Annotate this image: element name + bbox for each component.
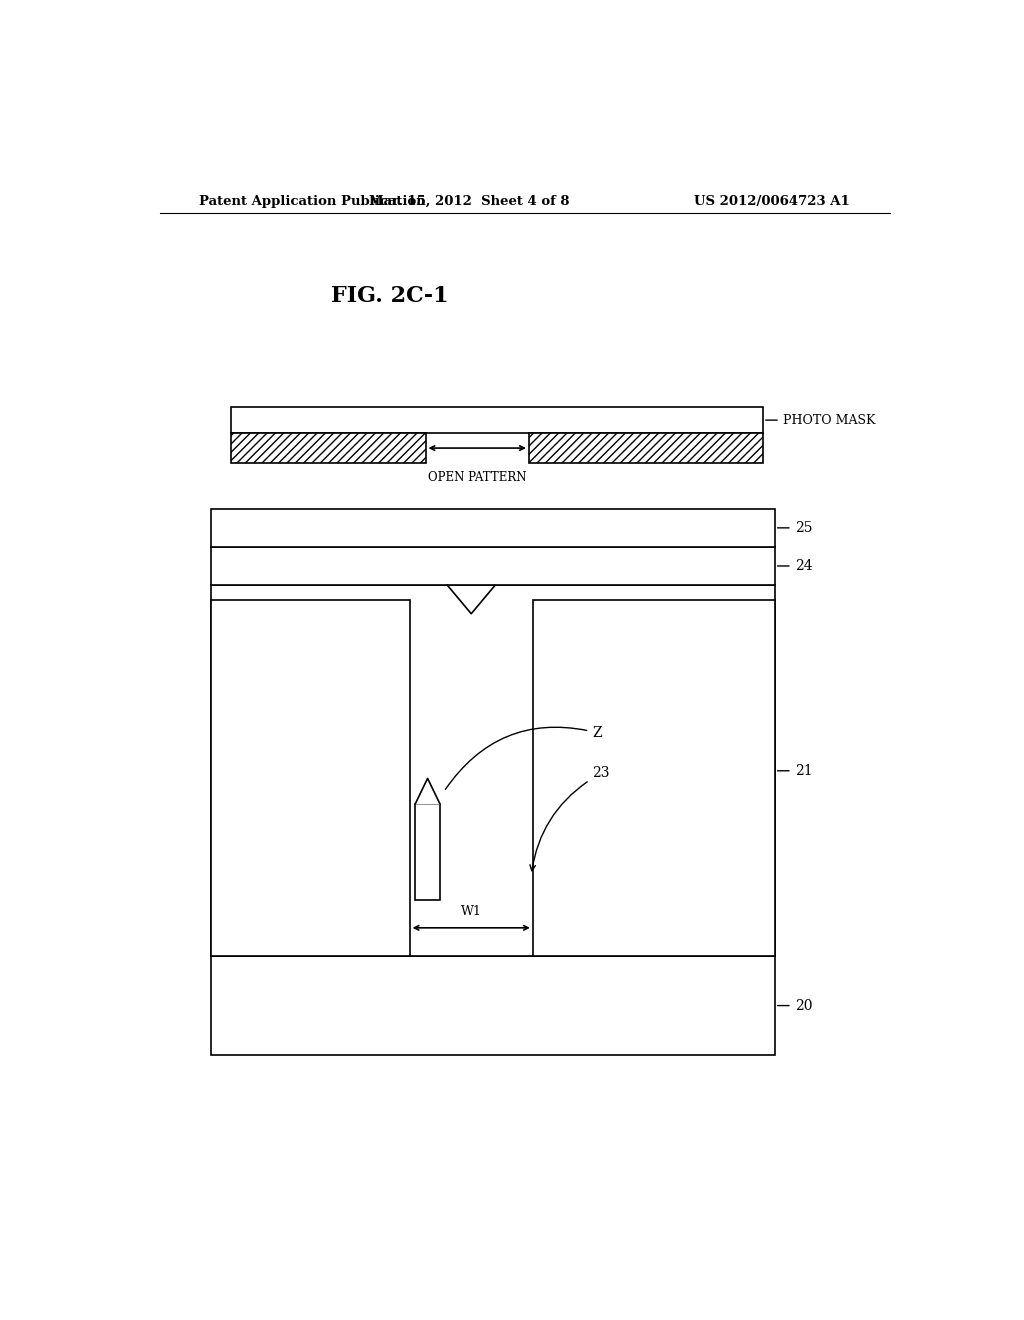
Text: US 2012/0064723 A1: US 2012/0064723 A1: [694, 194, 850, 207]
Bar: [211, 601, 410, 956]
Text: PHOTO MASK: PHOTO MASK: [766, 413, 876, 426]
Bar: [211, 956, 775, 1055]
Text: 21: 21: [777, 764, 812, 777]
Bar: [528, 433, 763, 463]
Text: Mar. 15, 2012  Sheet 4 of 8: Mar. 15, 2012 Sheet 4 of 8: [369, 194, 569, 207]
Text: 20: 20: [777, 998, 812, 1012]
Bar: [532, 601, 775, 956]
Text: Z: Z: [445, 726, 602, 789]
Bar: [231, 408, 763, 433]
Text: 24: 24: [777, 558, 812, 573]
Bar: [211, 510, 775, 546]
Bar: [211, 546, 775, 585]
Text: 23: 23: [529, 767, 609, 871]
Text: 25: 25: [777, 521, 812, 535]
Text: OPEN PATTERN: OPEN PATTERN: [428, 471, 526, 484]
Bar: [211, 585, 775, 956]
Text: FIG. 2C-1: FIG. 2C-1: [331, 285, 449, 306]
Bar: [416, 804, 440, 900]
Text: Patent Application Publication: Patent Application Publication: [200, 194, 426, 207]
Text: W1: W1: [461, 904, 481, 917]
Polygon shape: [416, 779, 440, 804]
Bar: [231, 433, 426, 463]
